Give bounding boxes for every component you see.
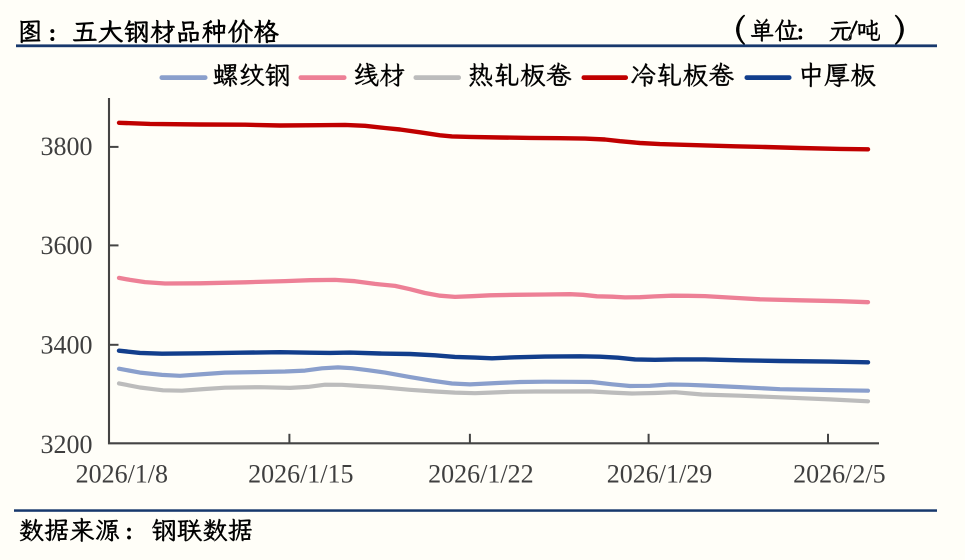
- svg-text:2026/1/29: 2026/1/29: [607, 459, 712, 488]
- svg-text:2026/2/5: 2026/2/5: [793, 459, 885, 488]
- svg-text:3600: 3600: [41, 231, 93, 260]
- svg-text:3400: 3400: [41, 331, 93, 360]
- svg-text:3200: 3200: [41, 430, 93, 459]
- svg-text:2026/1/8: 2026/1/8: [76, 459, 168, 488]
- svg-text:2026/1/15: 2026/1/15: [248, 459, 353, 488]
- svg-text:3800: 3800: [41, 132, 93, 161]
- svg-text:2026/1/22: 2026/1/22: [428, 459, 533, 488]
